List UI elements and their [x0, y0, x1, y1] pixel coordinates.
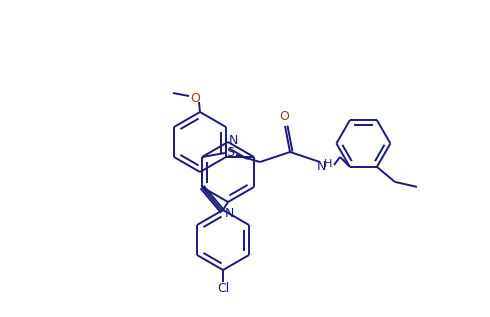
Text: N: N — [228, 133, 238, 146]
Text: Cl: Cl — [217, 282, 229, 295]
Text: S: S — [226, 146, 234, 158]
Text: N: N — [317, 159, 326, 172]
Text: O: O — [279, 111, 289, 124]
Text: N: N — [225, 207, 234, 220]
Text: O: O — [190, 92, 200, 105]
Text: H: H — [324, 159, 332, 169]
